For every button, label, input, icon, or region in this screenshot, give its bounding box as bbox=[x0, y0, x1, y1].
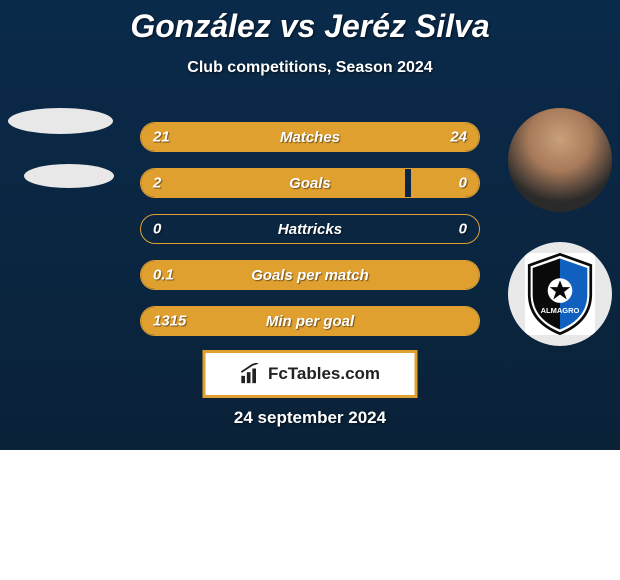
comparison-card: González vs Jeréz Silva Club competition… bbox=[0, 0, 620, 450]
bar-chart-icon bbox=[240, 363, 262, 385]
stat-label: Goals bbox=[141, 175, 479, 192]
stat-row-matches: 21 Matches 24 bbox=[140, 122, 480, 152]
svg-text:ALMAGRO: ALMAGRO bbox=[541, 306, 580, 315]
stats-block: 21 Matches 24 2 Goals 0 0 Hattricks 0 0.… bbox=[140, 122, 480, 352]
right-player-photo bbox=[508, 108, 612, 212]
stat-value-right: 0 bbox=[459, 175, 467, 192]
right-player-avatars: ALMAGRO bbox=[500, 108, 620, 346]
stat-label: Goals per match bbox=[141, 267, 479, 284]
left-player-club-placeholder bbox=[24, 164, 114, 188]
stat-value-right: 24 bbox=[450, 129, 467, 146]
stat-value-right: 0 bbox=[459, 221, 467, 238]
brand-text: FcTables.com bbox=[268, 364, 380, 384]
stat-row-goals-per-match: 0.1 Goals per match bbox=[140, 260, 480, 290]
shield-icon: ALMAGRO bbox=[525, 253, 595, 335]
page-title: González vs Jeréz Silva bbox=[0, 0, 620, 45]
brand-box[interactable]: FcTables.com bbox=[203, 350, 418, 398]
page-subtitle: Club competitions, Season 2024 bbox=[0, 59, 620, 77]
right-player-club-badge: ALMAGRO bbox=[508, 242, 612, 346]
stat-label: Hattricks bbox=[141, 221, 479, 238]
date-label: 24 september 2024 bbox=[0, 408, 620, 428]
stat-label: Matches bbox=[141, 129, 479, 146]
left-player-photo-placeholder bbox=[8, 108, 113, 134]
stat-label: Min per goal bbox=[141, 313, 479, 330]
stat-row-hattricks: 0 Hattricks 0 bbox=[140, 214, 480, 244]
lower-blank-area bbox=[0, 450, 620, 580]
left-player-avatars bbox=[0, 108, 120, 188]
stat-row-goals: 2 Goals 0 bbox=[140, 168, 480, 198]
stat-row-min-per-goal: 1315 Min per goal bbox=[140, 306, 480, 336]
